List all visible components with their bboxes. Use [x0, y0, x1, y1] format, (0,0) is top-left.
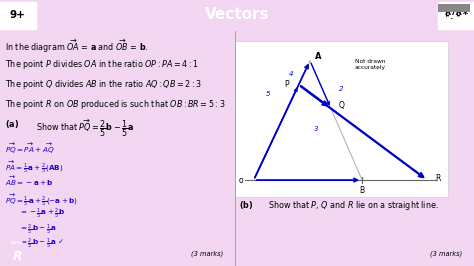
- Text: $\overrightarrow{PQ} = \overrightarrow{PA} + \overrightarrow{AQ}$: $\overrightarrow{PQ} = \overrightarrow{P…: [5, 142, 55, 156]
- Bar: [449, 20, 457, 24]
- Text: In the diagram $\overrightarrow{OA}$ = $\mathbf{a}$ and $\overrightarrow{OB}$ = : In the diagram $\overrightarrow{OA}$ = $…: [5, 38, 148, 55]
- Bar: [460, 20, 468, 24]
- Text: P: P: [284, 80, 289, 89]
- Text: The point $P$ divides $OA$ in the ratio $OP : PA = 4 : 1$: The point $P$ divides $OA$ in the ratio …: [5, 58, 199, 71]
- Text: $\mathbf{(b)}$: $\mathbf{(b)}$: [239, 199, 254, 211]
- Text: 3: 3: [314, 126, 319, 132]
- Bar: [460, 15, 468, 18]
- Text: (3 marks): (3 marks): [191, 250, 223, 257]
- FancyBboxPatch shape: [438, 2, 474, 29]
- Text: $\overrightarrow{PA} = \frac{1}{5}\mathbf{a} + \frac{2}{5}(\mathbf{AB})$: $\overrightarrow{PA} = \frac{1}{5}\mathb…: [5, 159, 63, 175]
- Text: $\mathbf{(a)}$: $\mathbf{(a)}$: [5, 118, 19, 130]
- Text: $= \frac{2}{5}\mathbf{b} - \frac{1}{5}\mathbf{a}$: $= \frac{2}{5}\mathbf{b} - \frac{1}{5}\m…: [19, 222, 56, 237]
- Text: 9+: 9+: [10, 10, 26, 20]
- Text: Show that $P$, $Q$ and $R$ lie on a straight line.: Show that $P$, $Q$ and $R$ lie on a stra…: [268, 199, 438, 212]
- Text: $\overrightarrow{PQ} = \frac{1}{5}\mathbf{a} + \frac{2}{5}(-\mathbf{a} + \mathbf: $\overrightarrow{PQ} = \frac{1}{5}\mathb…: [5, 192, 78, 208]
- Text: Q: Q: [338, 101, 344, 110]
- Bar: [438, 5, 470, 12]
- Text: $\overrightarrow{AB} = -\mathbf{a} + \mathbf{b}$: $\overrightarrow{AB} = -\mathbf{a} + \ma…: [5, 175, 54, 188]
- Text: Vectors: Vectors: [205, 7, 269, 22]
- Text: A/A*: A/A*: [444, 10, 469, 20]
- Text: A: A: [315, 52, 321, 61]
- Bar: [460, 25, 468, 29]
- Text: 2: 2: [339, 86, 344, 92]
- Bar: [449, 25, 457, 29]
- Text: R: R: [13, 250, 23, 263]
- Text: $= -\frac{1}{5}\mathbf{a} + \frac{2}{5}\mathbf{b}$: $= -\frac{1}{5}\mathbf{a} + \frac{2}{5}\…: [19, 207, 66, 221]
- Text: (3 marks): (3 marks): [430, 250, 462, 257]
- Text: Not drawn
accurately: Not drawn accurately: [354, 59, 385, 70]
- Text: Show that $\overrightarrow{PQ} = \dfrac{2}{5}\mathbf{b} - \dfrac{1}{5}\mathbf{a}: Show that $\overrightarrow{PQ} = \dfrac{…: [36, 118, 134, 139]
- Text: The point $R$ on $OB$ produced is such that $OB : BR = 5 : 3$: The point $R$ on $OB$ produced is such t…: [5, 98, 225, 111]
- Bar: [449, 15, 457, 18]
- FancyBboxPatch shape: [0, 2, 36, 29]
- Text: 5: 5: [266, 91, 271, 97]
- Text: The point $Q$ divides $AB$ in the ratio $AQ : QB = 2 : 3$: The point $Q$ divides $AB$ in the ratio …: [5, 78, 201, 91]
- Bar: [438, 15, 446, 18]
- FancyBboxPatch shape: [235, 41, 448, 197]
- Text: o: o: [239, 176, 244, 185]
- Text: B: B: [360, 186, 365, 195]
- Bar: [438, 20, 446, 24]
- Text: $= \frac{2}{5}\mathbf{b} - \frac{1}{5}\mathbf{a}$ $\checkmark$: $= \frac{2}{5}\mathbf{b} - \frac{1}{5}\m…: [19, 236, 64, 251]
- Text: R: R: [435, 174, 440, 183]
- Text: 4: 4: [289, 71, 293, 77]
- Text: GCSE: GCSE: [11, 241, 24, 245]
- Bar: [438, 25, 446, 29]
